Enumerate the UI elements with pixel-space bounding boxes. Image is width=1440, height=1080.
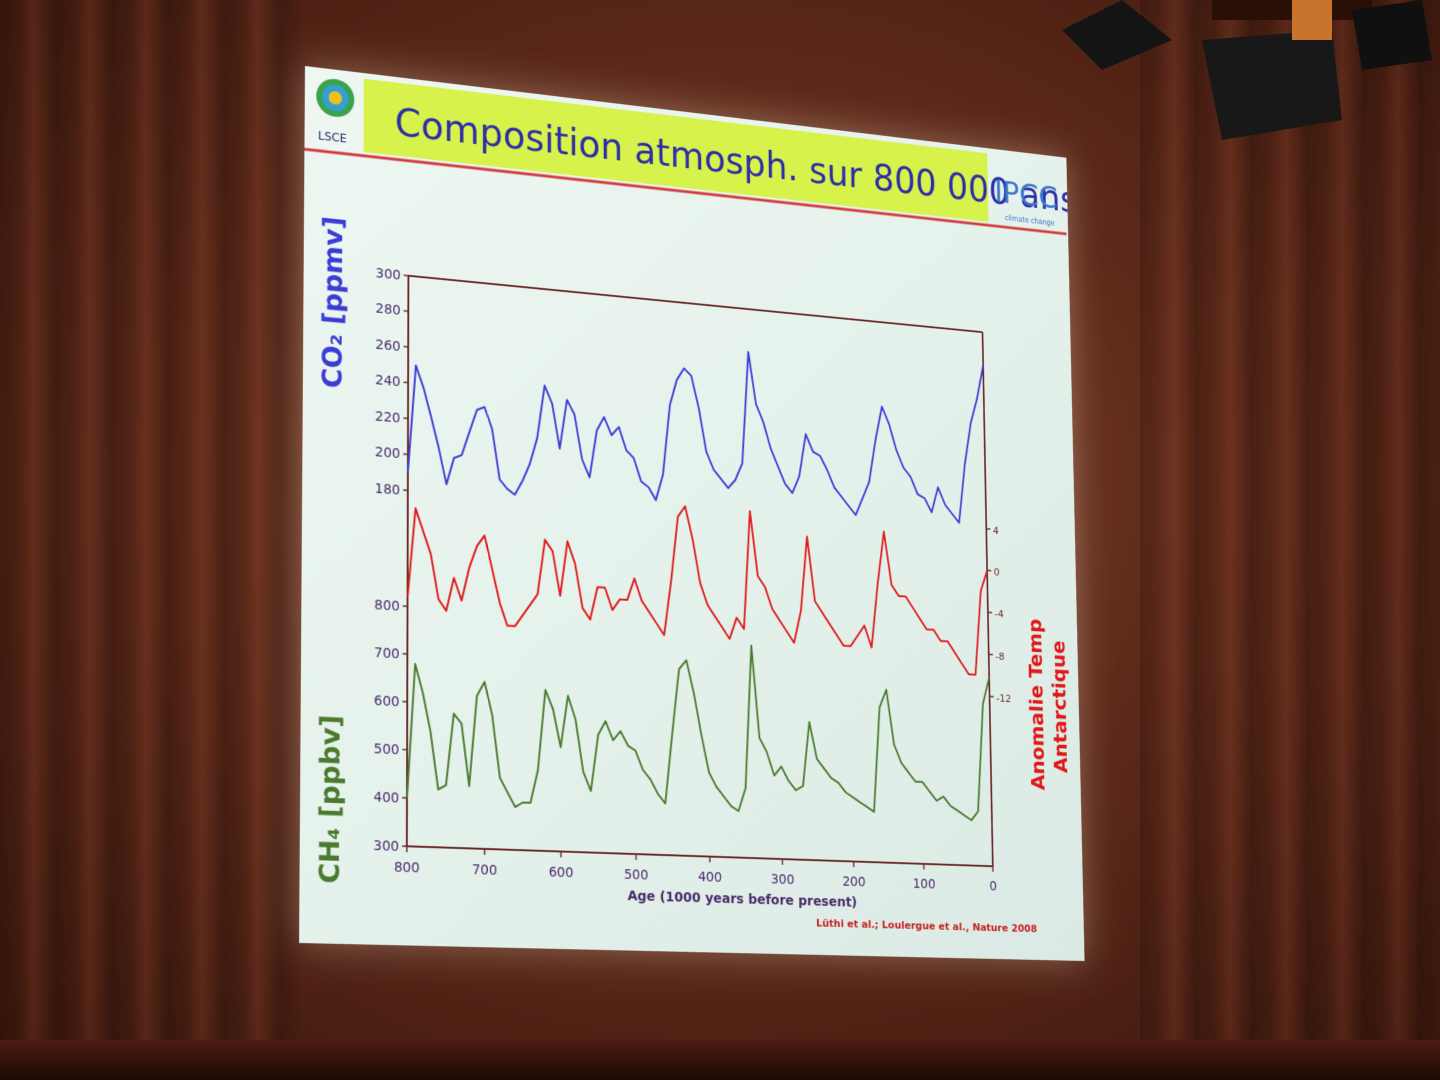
y-tick-label-co2: 180 — [375, 481, 401, 499]
plot-left-axis — [407, 276, 409, 847]
y-tick-label-anomalie-temp-antarctique: 4 — [993, 524, 999, 537]
slide: Composition atmosph. sur 800 000 ans LSC… — [299, 66, 1084, 961]
x-axis-label: Age (1000 years before present) — [628, 888, 858, 910]
x-tick-label: 300 — [771, 872, 795, 888]
temp-axis-label-1: Anomalie Temp — [1025, 618, 1050, 790]
series-line-ch4 — [407, 625, 992, 825]
ipcc-logo: IPCC climate change — [994, 173, 1058, 227]
y-tick-label-ch4: 300 — [373, 838, 399, 855]
y-tick-label-anomalie-temp-antarctique: -12 — [996, 692, 1011, 705]
y-tick-label-co2: 240 — [375, 373, 400, 391]
y-tick-label-ch4: 700 — [374, 645, 400, 663]
chart: 180 200 220 240 260 280 300 4 0 -4 -8 -12 300 400 500 6… — [373, 265, 1015, 894]
plot-right-axis — [983, 332, 993, 866]
y-tick-label-anomalie-temp-antarctique: -8 — [995, 650, 1005, 663]
y-tick-label-co2: 280 — [375, 301, 400, 319]
x-tick-label: 200 — [842, 874, 865, 890]
y-tick-label-co2: 300 — [376, 265, 401, 283]
x-tick-label: 100 — [913, 876, 936, 892]
y-tick-label-anomalie-temp-antarctique: -4 — [994, 608, 1004, 621]
x-tick-label: 800 — [394, 859, 420, 876]
series-line-anomalie-temp-antarctique — [407, 486, 989, 676]
y-tick-label-co2: 220 — [375, 409, 400, 427]
ch4-axis-label: CH₄ [ppbv] — [314, 714, 346, 884]
y-tick-label-ch4: 800 — [374, 597, 400, 615]
x-tick-label: 0 — [989, 879, 997, 895]
lsce-logo-text: LSCE — [318, 129, 347, 146]
y-tick-label-anomalie-temp-antarctique: 0 — [994, 566, 1000, 579]
x-tick-label: 500 — [624, 867, 648, 884]
y-tick-label-co2: 260 — [375, 337, 400, 355]
y-tick-label-co2: 200 — [375, 445, 400, 463]
plot-top-line — [408, 276, 982, 332]
co2-axis-label: CO₂ [ppmv] — [318, 215, 350, 389]
citation: Lüthi et al.; Loulergue et al., Nature 2… — [816, 917, 1037, 935]
x-tick-label: 700 — [472, 862, 497, 879]
series-line-co2 — [408, 311, 986, 530]
x-tick-label: 600 — [549, 864, 574, 881]
y-tick-label-ch4: 600 — [374, 693, 400, 710]
y-tick-label-ch4: 500 — [374, 741, 400, 758]
y-tick-label-ch4: 400 — [374, 789, 400, 806]
x-tick-label: 400 — [698, 869, 722, 886]
lsce-logo: LSCE — [316, 77, 354, 147]
projection-screen: Composition atmosph. sur 800 000 ans LSC… — [299, 66, 1084, 961]
temp-axis-label-2: Antarctique — [1048, 640, 1072, 773]
ipcc-logo-text: IPCC — [994, 173, 1058, 215]
